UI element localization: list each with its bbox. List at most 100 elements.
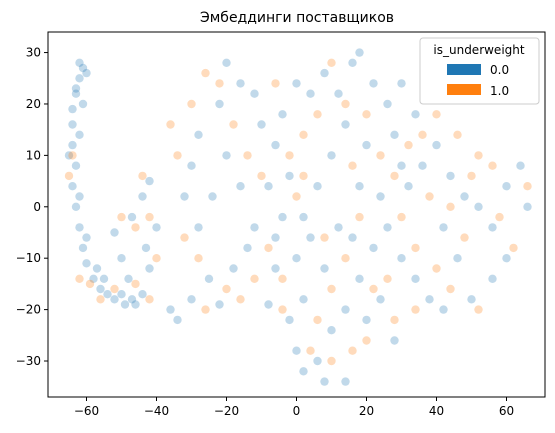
point-series-1-14 [173, 151, 182, 160]
point-series-1-13 [166, 120, 175, 129]
point-series-0-68 [320, 68, 329, 78]
point-series-0-104 [523, 202, 532, 211]
point-series-0-101 [488, 223, 497, 232]
point-series-0-9 [75, 223, 84, 232]
point-series-1-5 [110, 284, 119, 294]
point-series-0-26 [92, 264, 102, 273]
point-series-0-1 [75, 74, 84, 83]
point-series-0-76 [362, 140, 371, 150]
point-series-0-6 [71, 161, 81, 170]
point-series-1-45 [383, 274, 392, 283]
point-series-1-31 [313, 110, 322, 119]
point-series-0-106 [488, 274, 497, 283]
point-series-0-88 [341, 305, 350, 314]
point-series-0-53 [222, 58, 231, 67]
point-series-0-20 [71, 84, 81, 93]
point-series-1-17 [201, 305, 210, 314]
point-series-0-81 [292, 254, 301, 263]
legend-swatch-0 [447, 64, 481, 75]
point-series-0-80 [299, 212, 308, 222]
point-series-1-56 [523, 182, 532, 191]
x-tick-label-1: −40 [144, 404, 169, 418]
points-layer [64, 48, 532, 386]
point-series-0-3 [68, 104, 77, 114]
point-series-1-66 [369, 284, 378, 294]
point-series-1-28 [278, 274, 287, 283]
point-series-1-67 [390, 315, 399, 325]
point-series-0-23 [64, 151, 74, 160]
point-series-0-119 [271, 233, 280, 242]
point-series-1-0 [68, 151, 77, 160]
legend: is_underweight 0.0 1.0 [419, 37, 540, 105]
point-series-1-9 [131, 223, 140, 232]
point-series-1-48 [425, 192, 434, 201]
point-series-1-40 [313, 315, 322, 325]
point-series-0-56 [180, 192, 189, 201]
y-tick-label-2: −10 [16, 251, 41, 265]
point-series-1-7 [145, 295, 154, 304]
legend-swatch-1 [447, 84, 481, 95]
point-series-1-55 [509, 243, 518, 253]
x-tick-label-5: 40 [429, 404, 444, 418]
point-series-1-20 [250, 274, 259, 283]
point-series-0-113 [376, 192, 385, 201]
point-series-0-94 [425, 295, 434, 304]
point-series-0-49 [208, 192, 217, 201]
point-series-0-42 [187, 295, 196, 304]
point-series-0-13 [96, 284, 105, 294]
point-series-1-22 [215, 79, 224, 88]
point-series-0-70 [348, 58, 357, 67]
point-series-1-16 [194, 254, 203, 263]
point-series-1-54 [495, 212, 504, 222]
point-series-0-90 [369, 243, 378, 253]
point-series-0-121 [362, 315, 371, 325]
point-series-1-2 [75, 274, 84, 283]
point-series-1-57 [432, 110, 441, 119]
point-series-1-11 [138, 171, 147, 181]
point-series-0-40 [166, 305, 175, 314]
point-series-1-43 [348, 346, 357, 355]
point-series-0-58 [264, 300, 273, 309]
point-series-1-47 [411, 243, 420, 253]
point-series-0-83 [285, 315, 294, 325]
point-series-0-59 [271, 264, 280, 273]
point-series-0-32 [110, 228, 119, 237]
point-series-0-63 [257, 120, 266, 129]
point-series-0-73 [383, 99, 392, 109]
point-series-0-116 [320, 264, 329, 273]
point-series-1-50 [446, 284, 455, 294]
point-series-0-39 [141, 243, 151, 253]
y-tick-label-6: 30 [26, 46, 41, 60]
point-series-1-53 [488, 161, 497, 170]
y-tick-label-3: 0 [33, 200, 41, 214]
point-series-1-62 [271, 79, 280, 88]
point-series-1-33 [341, 99, 350, 109]
point-series-0-79 [313, 182, 322, 191]
point-series-1-24 [243, 151, 252, 160]
point-series-1-68 [411, 305, 420, 314]
x-axis: −60 −40 −20 0 20 40 60 [74, 397, 514, 418]
chart-title: Эмбеддинги поставщиков [200, 10, 394, 26]
point-series-0-115 [334, 223, 343, 232]
point-series-0-74 [390, 130, 399, 139]
point-series-0-12 [89, 274, 98, 283]
point-series-1-41 [306, 346, 315, 355]
point-series-0-17 [131, 300, 140, 309]
point-series-1-36 [390, 171, 399, 181]
point-series-0-55 [187, 161, 196, 170]
point-series-0-65 [278, 110, 287, 119]
point-series-0-38 [138, 290, 147, 299]
point-series-0-28 [117, 290, 126, 299]
point-series-0-46 [243, 243, 252, 253]
point-series-1-39 [327, 284, 336, 294]
point-series-0-64 [250, 89, 259, 98]
x-tick-label-4: 20 [359, 404, 374, 418]
point-series-1-19 [236, 295, 245, 304]
point-series-0-8 [71, 202, 81, 211]
point-series-1-65 [320, 233, 329, 242]
point-series-1-8 [152, 254, 161, 263]
point-series-0-103 [516, 161, 525, 170]
point-series-1-63 [292, 192, 301, 201]
point-series-0-111 [397, 79, 406, 88]
point-series-1-26 [257, 171, 266, 181]
